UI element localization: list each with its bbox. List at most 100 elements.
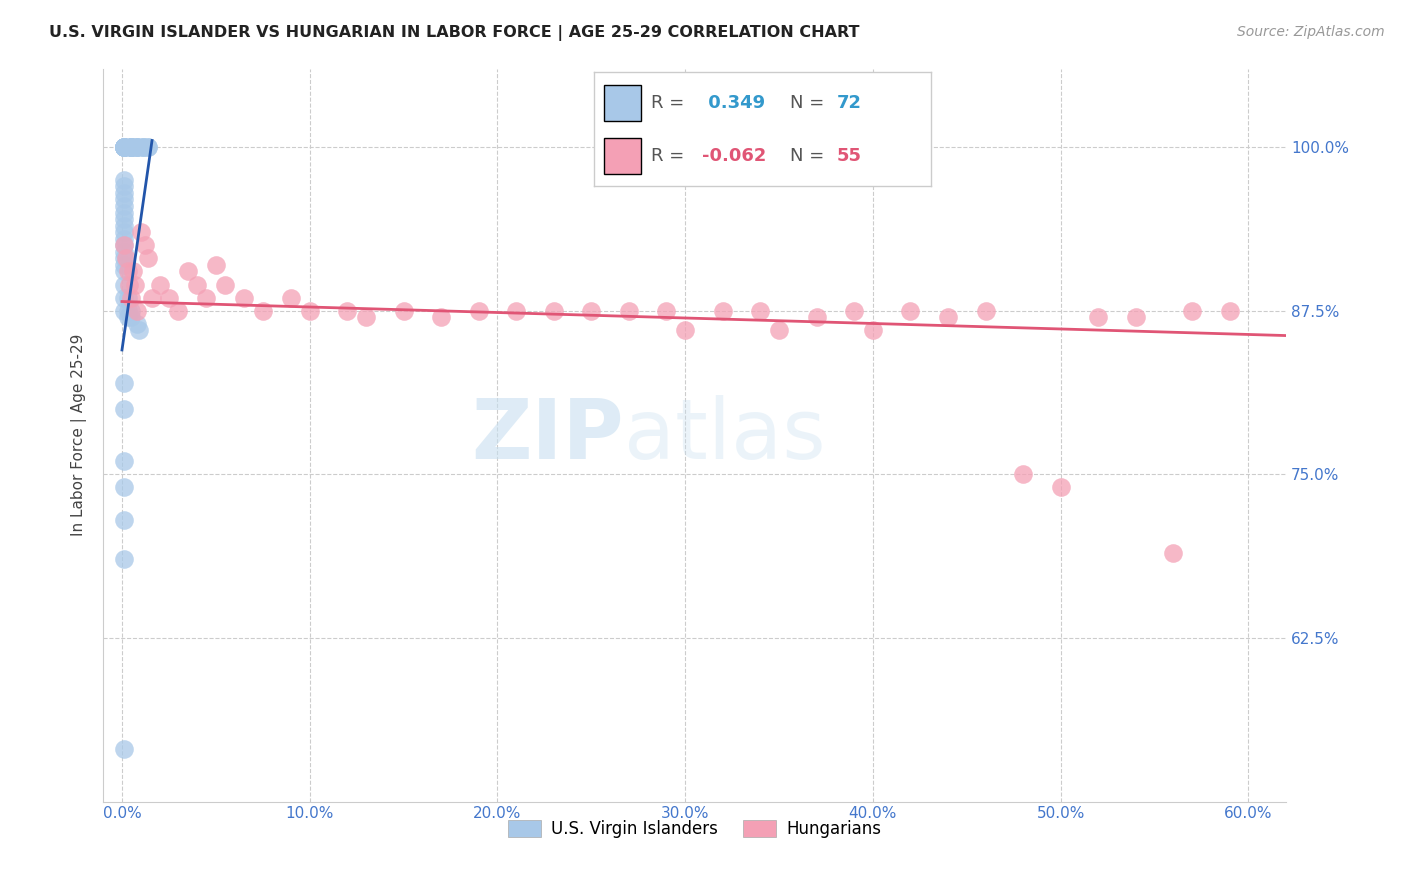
Point [112,258,135,272]
Point [214,277,236,292]
Point [112,277,135,292]
Point [112,303,135,318]
Point [125,140,148,154]
Point [862,323,884,337]
Point [131,140,153,154]
Point [112,212,135,227]
Point [617,303,640,318]
Point [112,205,135,219]
Point [131,140,153,154]
Point [117,310,139,325]
Point [112,232,135,246]
Point [392,303,415,318]
Point [1049,480,1071,494]
Point [129,225,152,239]
Point [298,303,321,318]
Point [148,277,170,292]
Point [131,140,153,154]
Point [505,303,527,318]
Point [1125,310,1147,325]
Point [112,401,135,416]
Point [581,303,603,318]
Point [112,140,135,154]
Point [673,323,696,337]
Point [936,310,959,325]
Point [112,140,135,154]
Point [117,291,139,305]
Point [974,303,997,318]
Y-axis label: In Labor Force | Age 25-29: In Labor Force | Age 25-29 [72,334,87,536]
Point [112,238,135,252]
Point [134,238,156,252]
Point [205,258,228,272]
Point [120,140,142,154]
Point [157,291,180,305]
Point [112,513,135,527]
Point [112,140,135,154]
Point [120,140,142,154]
Point [125,140,148,154]
Point [252,303,274,318]
Point [844,303,866,318]
Point [1219,303,1241,318]
Point [136,252,159,266]
Point [112,179,135,194]
Point [136,140,159,154]
Point [141,291,163,305]
Point [112,186,135,200]
Point [1181,303,1204,318]
Point [120,303,142,318]
Point [112,291,135,305]
Point [120,310,142,325]
Point [112,173,135,187]
Point [112,199,135,213]
Point [768,323,790,337]
Point [186,277,208,292]
Point [112,140,135,154]
Point [543,303,565,318]
Point [112,480,135,494]
Point [112,140,135,154]
Point [125,303,148,318]
Point [112,552,135,566]
Point [124,277,146,292]
Point [125,317,148,331]
Point [1163,546,1185,560]
Point [655,303,678,318]
Point [112,140,135,154]
Point [112,238,135,252]
Point [195,291,218,305]
Point [112,742,135,756]
Point [114,252,136,266]
Point [900,303,922,318]
Text: Source: ZipAtlas.com: Source: ZipAtlas.com [1237,25,1385,39]
Point [112,454,135,468]
Point [336,303,359,318]
Point [117,303,139,318]
Text: atlas: atlas [624,394,825,475]
Point [711,303,734,318]
Point [176,264,198,278]
Point [125,140,148,154]
Point [112,193,135,207]
Point [167,303,190,318]
Point [120,291,142,305]
Point [120,140,142,154]
Point [806,310,828,325]
Point [112,252,135,266]
Point [749,303,772,318]
Text: U.S. VIRGIN ISLANDER VS HUNGARIAN IN LABOR FORCE | AGE 25-29 CORRELATION CHART: U.S. VIRGIN ISLANDER VS HUNGARIAN IN LAB… [49,25,859,41]
Point [430,310,453,325]
Point [122,264,145,278]
Text: ZIP: ZIP [471,394,624,475]
Point [118,277,141,292]
Point [125,140,148,154]
Point [112,219,135,233]
Point [280,291,302,305]
Point [467,303,489,318]
Point [112,140,135,154]
Point [1012,467,1035,482]
Point [354,310,377,325]
Point [112,225,135,239]
Point [1087,310,1109,325]
